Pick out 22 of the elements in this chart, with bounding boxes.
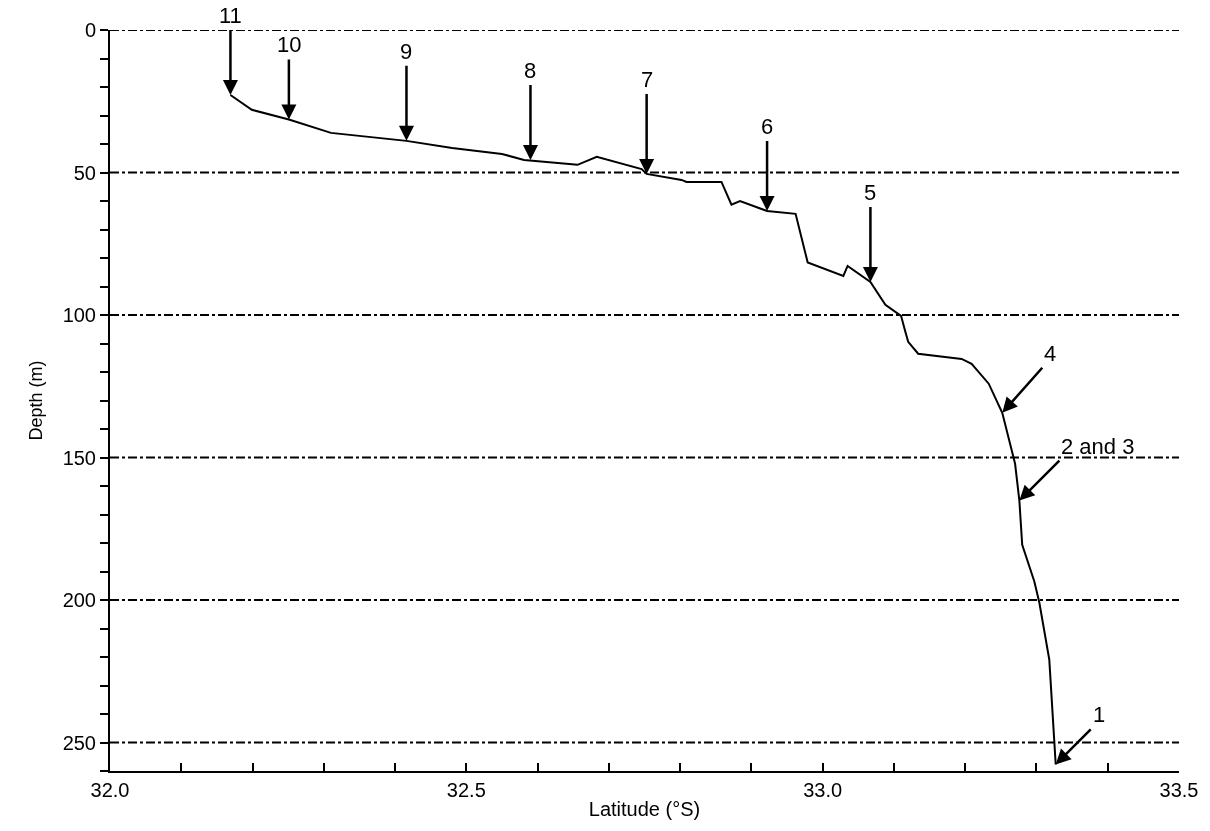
annotation: 6 (761, 114, 774, 139)
y-tick-label: 0 (84, 19, 96, 41)
x-tick-label: 32.5 (446, 779, 486, 801)
y-tick-label: 50 (73, 161, 96, 184)
y-tick-label: 250 (62, 731, 96, 754)
annotation: 4 (1044, 341, 1057, 366)
annotation: 8 (524, 58, 537, 83)
y-axis-title: Depth (m) (26, 360, 47, 441)
annotation: 1 (1093, 702, 1106, 727)
y-tick-label: 100 (62, 304, 96, 326)
annotation: 10 (277, 32, 302, 57)
annotation: 5 (864, 180, 877, 205)
annotation: 7 (641, 67, 654, 92)
annotation: 2 and 3 (1061, 434, 1135, 459)
annotation: 11 (219, 3, 242, 28)
x-axis-title: Latitude (°S) (588, 798, 701, 820)
y-tick-label: 200 (62, 589, 96, 611)
x-tick-label: 33.5 (1159, 779, 1199, 801)
x-tick-label: 32.0 (90, 779, 130, 801)
x-tick-label: 33.0 (803, 779, 843, 801)
annotation: 9 (400, 39, 413, 64)
y-tick-label: 150 (62, 446, 96, 469)
